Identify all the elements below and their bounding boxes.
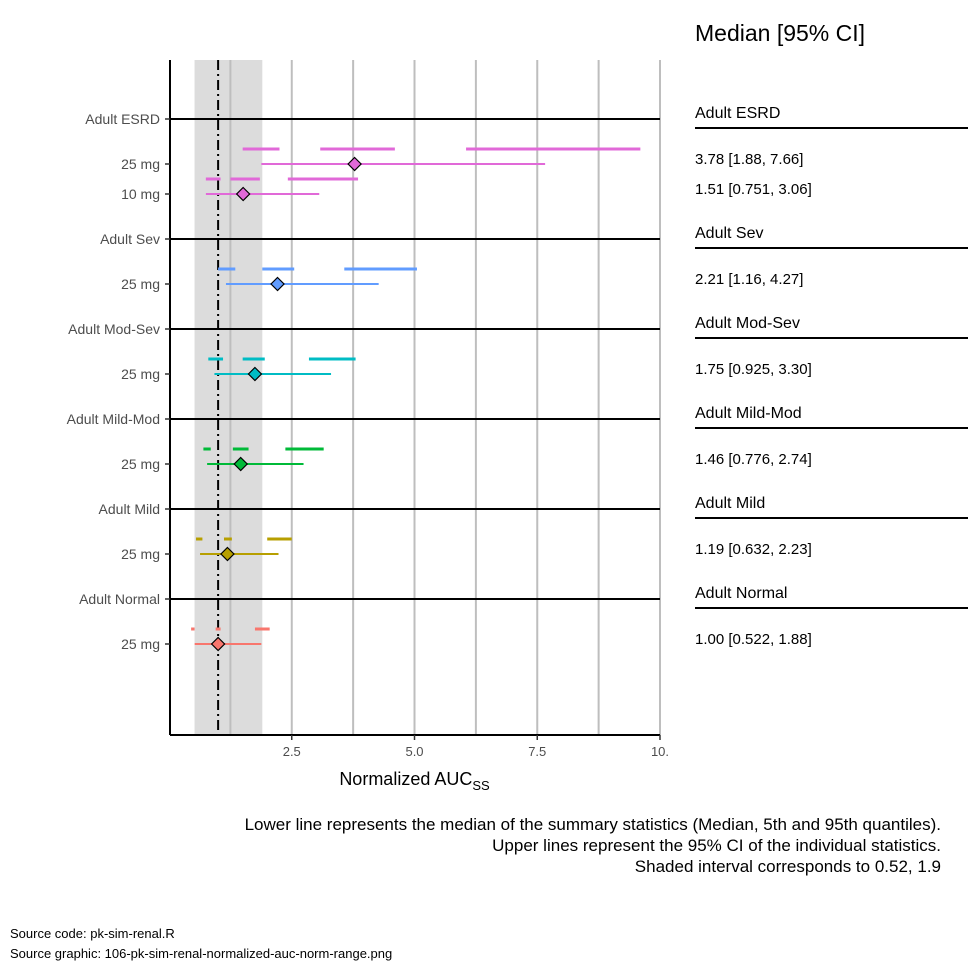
row-label: 25 mg [121, 276, 160, 292]
x-tick-label: 10. [651, 744, 669, 759]
caption-line-3: Shaded interval corresponds to 0.52, 1.9 [634, 857, 941, 876]
right-value-text: 1.46 [0.776, 2.74] [695, 451, 812, 468]
source-graphic-note: Source graphic: 106-pk-sim-renal-normali… [10, 946, 393, 961]
right-group-label: Adult Mod-Sev [695, 315, 800, 332]
x-tick-label: 7.5 [528, 744, 546, 759]
right-value-text: 1.19 [0.632, 2.23] [695, 541, 812, 558]
median-diamond [247, 366, 263, 382]
median-diamond [270, 276, 285, 292]
source-code-note: Source code: pk-sim-renal.R [10, 926, 175, 941]
x-axis-title-main: Normalized AUC [339, 769, 472, 789]
group-label: Adult Normal [79, 591, 160, 607]
shaded-interval [194, 60, 263, 735]
right-value-text: 1.00 [0.522, 1.88] [695, 631, 812, 648]
group-label: Adult Mild [99, 501, 160, 517]
median-diamond [233, 456, 249, 472]
median-diamond [235, 186, 251, 202]
right-value-text: 1.75 [0.925, 3.30] [695, 361, 812, 378]
row-label: 25 mg [121, 456, 160, 472]
right-group-label: Adult Mild-Mod [695, 405, 802, 422]
median-diamond [347, 156, 362, 172]
right-value-text: 2.21 [1.16, 4.27] [695, 271, 803, 288]
x-tick-label: 2.5 [283, 744, 301, 759]
group-label: Adult Sev [100, 231, 160, 247]
caption: Lower line represents the median of the … [245, 814, 941, 877]
right-group-label: Adult ESRD [695, 105, 780, 122]
right-panel-title: Median [95% CI] [695, 20, 865, 46]
group-label: Adult Mild-Mod [67, 411, 160, 427]
right-group-label: Adult Normal [695, 585, 787, 602]
right-group-label: Adult Sev [695, 225, 763, 242]
group-label: Adult ESRD [85, 111, 160, 127]
row-label: 25 mg [121, 636, 160, 652]
row-label: 25 mg [121, 546, 160, 562]
median-diamond [210, 636, 226, 652]
x-axis-title: Normalized AUCSS [339, 769, 490, 793]
right-value-text: 1.51 [0.751, 3.06] [695, 181, 812, 198]
caption-line-2: Upper lines represent the 95% CI of the … [492, 836, 941, 855]
group-label: Adult Mod-Sev [68, 321, 160, 337]
caption-line-1: Lower line represents the median of the … [244, 815, 941, 834]
right-value-text: 3.78 [1.88, 7.66] [695, 151, 803, 168]
x-axis-title-subscript: SS [472, 778, 490, 793]
right-group-label: Adult Mild [695, 495, 765, 512]
row-label: 10 mg [121, 186, 160, 202]
row-label: 25 mg [121, 156, 160, 172]
x-tick-label: 5.0 [405, 744, 423, 759]
median-diamond [220, 546, 235, 562]
row-label: 25 mg [121, 366, 160, 382]
